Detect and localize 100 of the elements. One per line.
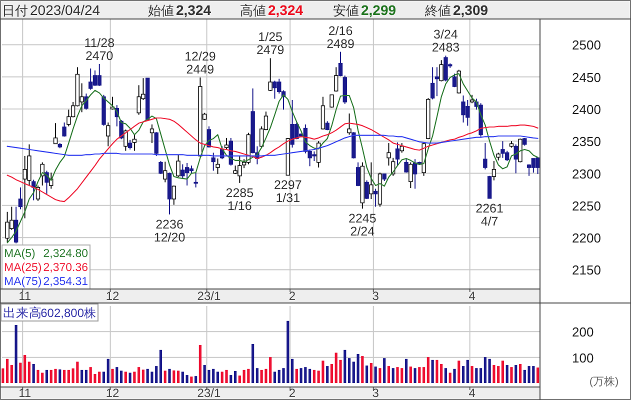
bar (404, 358, 408, 383)
bar (528, 366, 530, 383)
series-label: MA(5) (4, 248, 36, 260)
annotation: 3/24 2483 (432, 28, 460, 55)
bar (356, 354, 360, 383)
bar (366, 366, 368, 383)
candlestick (88, 68, 93, 90)
candlestick (106, 122, 110, 147)
y-tick-label: 2500 (572, 38, 601, 53)
bar (374, 366, 377, 383)
annotation: 2,354.31 (43, 276, 88, 288)
bar (54, 368, 57, 383)
y-tick-label: 2350 (572, 134, 601, 150)
candlestick (373, 188, 378, 208)
bar (273, 372, 276, 383)
bar (32, 364, 35, 383)
bar (492, 365, 496, 383)
candlestick (500, 140, 505, 158)
bar (361, 356, 364, 383)
bar (216, 372, 220, 383)
candlestick (216, 158, 220, 174)
bar (488, 358, 491, 383)
annotation: 12/29 2449 (184, 50, 216, 76)
bar (506, 365, 508, 383)
bar (225, 370, 228, 383)
line-series (6, 117, 538, 202)
candlestick (268, 58, 272, 92)
bar (102, 372, 106, 383)
bar (159, 350, 162, 383)
bar (444, 368, 448, 383)
bar (458, 360, 460, 383)
bar (501, 360, 504, 383)
annotation: 2261 4/7 (476, 201, 504, 228)
bar (462, 366, 465, 383)
candlestick (364, 180, 369, 200)
candlestick (194, 172, 198, 188)
x-tick-label: 12 (106, 289, 120, 303)
bar (392, 368, 394, 383)
candlestick (452, 73, 457, 88)
candlestick (272, 80, 277, 100)
bar (514, 365, 518, 383)
bar (326, 366, 329, 383)
candlestick (408, 162, 413, 189)
bar (466, 360, 469, 383)
candlestick (536, 157, 540, 174)
text: 日付 (2, 3, 28, 18)
bar (76, 362, 79, 383)
bar (6, 358, 9, 383)
bar (348, 358, 351, 383)
bar (230, 375, 232, 383)
text: 安値 (333, 3, 359, 18)
bar (194, 376, 198, 383)
x-tick-label: 23/1 (197, 289, 221, 303)
candlestick (395, 142, 400, 166)
text: MA(75) (4, 276, 42, 288)
candlestick (124, 129, 128, 152)
bar (453, 368, 456, 383)
candlestick (356, 162, 360, 187)
bar (106, 358, 110, 383)
bar (426, 357, 430, 383)
bar (422, 367, 426, 383)
bar (28, 362, 31, 383)
bar (387, 366, 390, 383)
bar (536, 368, 540, 383)
candlestick (531, 158, 536, 174)
bar (124, 372, 127, 383)
y-tick-label: 200 (572, 324, 594, 340)
annotation: 2/16 2489 (326, 24, 354, 51)
bar (116, 367, 118, 383)
x-tick-label: 11 (18, 386, 32, 400)
y-tick-label: 2300 (572, 166, 601, 182)
bar (290, 358, 294, 383)
bar (24, 355, 26, 383)
text: 2023/04/24 (30, 2, 100, 18)
candlestick (154, 132, 158, 156)
candlestick (184, 162, 190, 186)
candlestick (439, 60, 444, 82)
bar (138, 367, 140, 383)
text: MA(25) (4, 262, 42, 274)
x-tick-label: 2 (288, 386, 296, 400)
bar (10, 365, 13, 383)
annotation: 2285 1/16 (226, 186, 254, 213)
candlestick (132, 134, 137, 152)
bar (396, 367, 399, 383)
text: 2,299 (361, 2, 396, 18)
candlestick (62, 122, 66, 138)
x-tick-label: 4 (468, 289, 476, 303)
annotation: 出来高 (3, 305, 42, 320)
x-tick-label: 2 (288, 289, 296, 303)
bar (62, 370, 66, 383)
candlestick (412, 158, 418, 190)
y-tick-label: 2450 (572, 70, 601, 85)
bar (378, 368, 382, 383)
annotation: 602,800株 (40, 306, 96, 320)
bar (448, 372, 452, 383)
bar (480, 368, 482, 383)
candlestick (176, 154, 180, 178)
bar (84, 370, 88, 383)
candlestick (18, 186, 23, 210)
bar (168, 368, 171, 383)
